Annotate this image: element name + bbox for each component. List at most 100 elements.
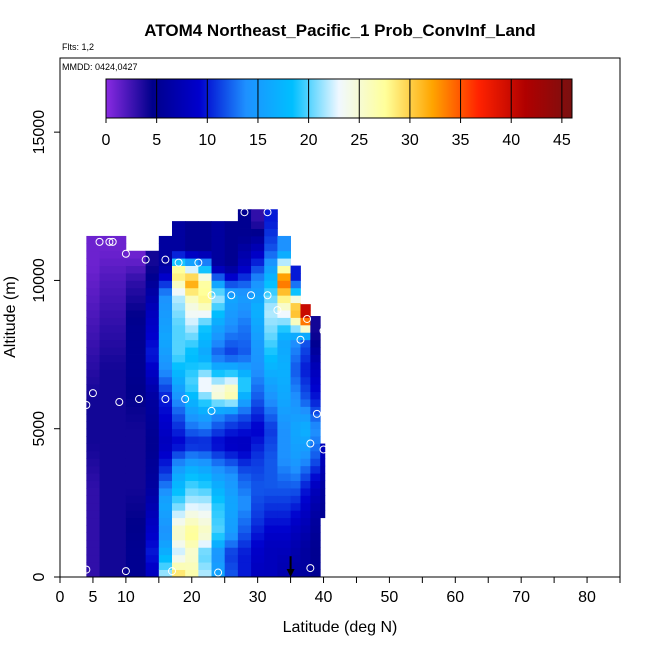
heatmap-cell xyxy=(224,525,239,533)
heatmap-cell xyxy=(310,443,321,452)
heatmap-cell xyxy=(99,295,127,304)
flights-note: Flts: 1,2 xyxy=(62,42,94,52)
heatmap-cell xyxy=(290,295,301,304)
heatmap-cell xyxy=(125,258,147,266)
heatmap-cell xyxy=(86,280,100,289)
heatmap-cell xyxy=(310,562,321,570)
heatmap-cell xyxy=(310,525,321,533)
heatmap-cell xyxy=(310,391,321,400)
heatmap-cell xyxy=(125,495,147,504)
heatmap-cell xyxy=(264,273,278,281)
heatmap-cell xyxy=(125,399,147,407)
heatmap-cell xyxy=(86,406,100,415)
heatmap-cell xyxy=(158,369,173,378)
heatmap-cell xyxy=(300,428,311,437)
heatmap-cell xyxy=(198,243,212,252)
heatmap-cell xyxy=(86,287,100,296)
heatmap-cell xyxy=(251,502,265,511)
heatmap-cell xyxy=(310,316,321,318)
heatmap-cell xyxy=(99,525,127,533)
heatmap-cell xyxy=(290,517,301,526)
heatmap-cell xyxy=(145,347,160,355)
heatmap-cell xyxy=(99,554,127,563)
plot-frame xyxy=(59,57,621,578)
heatmap-cell xyxy=(198,428,212,437)
heatmap-cell xyxy=(158,539,173,548)
heatmap-cell xyxy=(99,235,127,244)
heatmap-cell xyxy=(300,488,311,496)
x-tick-label: 10 xyxy=(117,589,135,606)
heatmap-cell xyxy=(237,273,252,281)
heatmap-cell xyxy=(172,450,186,459)
heatmap-cell xyxy=(237,324,252,333)
heatmap-cell xyxy=(185,569,199,578)
x-tick-label: 30 xyxy=(249,589,267,606)
heatmap-cell xyxy=(172,228,186,237)
heatmap-cell xyxy=(99,354,127,363)
sample-point xyxy=(263,208,272,217)
heatmap-cell xyxy=(277,450,291,459)
heatmap-cell xyxy=(172,428,186,437)
x-tick-label: 80 xyxy=(578,589,596,606)
heatmap-cell xyxy=(290,562,301,570)
heatmap-cell xyxy=(198,376,212,385)
heatmap-cell xyxy=(185,250,199,259)
heatmap-cell xyxy=(125,391,147,400)
heatmap-cell xyxy=(277,391,291,400)
heatmap-cell xyxy=(145,384,160,393)
heatmap-cell xyxy=(277,547,291,556)
heatmap-cell xyxy=(198,532,212,541)
heatmap-cell xyxy=(237,532,252,541)
heatmap-cell xyxy=(145,473,160,482)
heatmap-cell xyxy=(211,235,226,244)
heatmap-cell xyxy=(237,510,252,519)
heatmap-cell xyxy=(125,532,147,541)
heatmap-cell xyxy=(185,376,199,385)
heatmap-cell xyxy=(277,569,291,578)
heatmap-cell xyxy=(185,465,199,474)
heatmap-cell xyxy=(237,517,252,526)
heatmap-cell xyxy=(310,554,321,563)
heatmap-cell xyxy=(237,361,252,370)
heatmap-cell xyxy=(198,250,212,259)
heatmap-cell xyxy=(251,525,265,533)
heatmap-cell xyxy=(237,480,252,489)
heatmap-cell xyxy=(310,339,321,348)
heatmap-cell xyxy=(251,347,265,355)
heatmap-cell xyxy=(158,250,173,259)
heatmap-cell xyxy=(310,488,321,496)
heatmap-cell xyxy=(211,354,226,363)
sample-point xyxy=(168,567,176,576)
heatmap-cell xyxy=(125,287,147,296)
heatmap-cell xyxy=(99,502,127,511)
heatmap-cell xyxy=(237,495,252,504)
heatmap-cell xyxy=(172,369,186,378)
heatmap-cell xyxy=(211,310,226,318)
heatmap-cell xyxy=(185,421,199,430)
heatmap-cell xyxy=(198,480,212,489)
heatmap-cell xyxy=(185,406,199,415)
heatmap-cell xyxy=(145,569,160,578)
heatmap-cell xyxy=(158,287,173,296)
heatmap-cell xyxy=(300,347,311,355)
heatmap-cell xyxy=(158,480,173,489)
heatmap-cell xyxy=(145,258,160,266)
sample-point xyxy=(115,398,124,407)
heatmap-cell xyxy=(125,265,147,274)
colorbar-tick-label: 35 xyxy=(452,132,470,149)
heatmap-cell xyxy=(277,525,291,533)
heatmap-cell xyxy=(300,310,311,318)
heatmap-cell xyxy=(158,384,173,393)
sample-point xyxy=(303,314,312,323)
heatmap-cell xyxy=(145,562,160,570)
heatmap-cell xyxy=(277,310,291,318)
heatmap-cell xyxy=(300,384,311,393)
heatmap-cell xyxy=(237,421,252,430)
heatmap-cell xyxy=(172,421,186,430)
heatmap-cell xyxy=(251,221,265,229)
heatmap-cell xyxy=(172,406,186,415)
heatmap-cell xyxy=(264,347,278,355)
heatmap-cell xyxy=(211,324,226,333)
heatmap-cell xyxy=(251,539,265,548)
heatmap-cell xyxy=(198,547,212,556)
